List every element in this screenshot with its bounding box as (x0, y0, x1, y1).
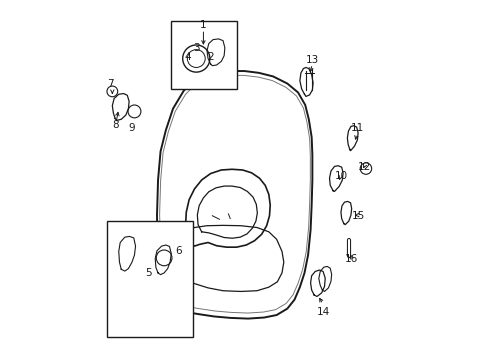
Text: 10: 10 (334, 171, 347, 181)
Text: 6: 6 (175, 247, 182, 256)
Text: 12: 12 (357, 162, 370, 172)
Text: 8: 8 (112, 120, 119, 130)
Text: 4: 4 (183, 52, 190, 62)
Bar (107, 221, 192, 337)
Text: 5: 5 (144, 268, 151, 278)
Text: 1: 1 (200, 19, 206, 30)
Text: 13: 13 (305, 55, 318, 65)
Bar (171, 21, 237, 89)
Text: 14: 14 (316, 307, 329, 317)
Text: 7: 7 (107, 78, 114, 89)
Text: 2: 2 (207, 52, 213, 62)
Text: 16: 16 (345, 253, 358, 264)
Text: 9: 9 (128, 123, 135, 133)
Text: 15: 15 (351, 211, 365, 221)
Text: 11: 11 (350, 123, 363, 133)
Text: 3: 3 (193, 43, 199, 53)
